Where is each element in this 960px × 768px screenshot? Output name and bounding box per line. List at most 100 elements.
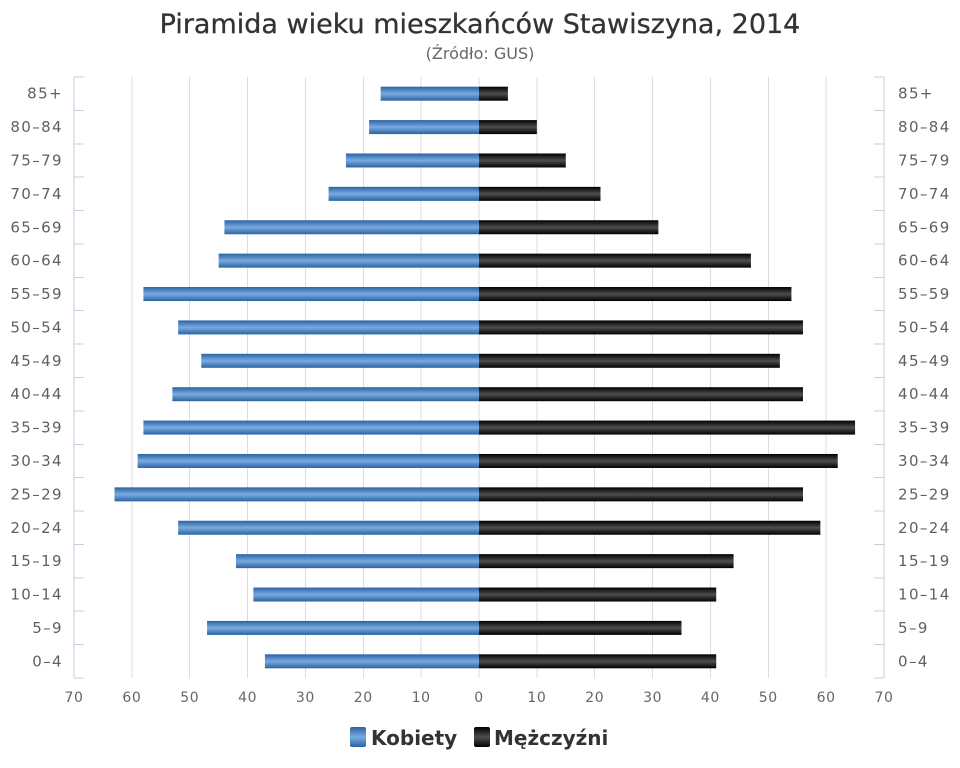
bar-mezczyzni-80-84	[479, 120, 537, 135]
bar-kobiety-35-39	[143, 420, 479, 435]
age-label-right-0-4: 0–4	[898, 652, 929, 670]
legend-label-mezczyzni: Mężczyźni	[494, 726, 608, 750]
bar-mezczyzni-60-64	[479, 253, 751, 268]
age-label-right-30-34: 30–34	[898, 452, 951, 470]
age-label-left-20-24: 20–24	[10, 519, 63, 537]
x-tick-label-right-10: 10	[527, 690, 546, 706]
bar-kobiety-70-74	[328, 186, 479, 201]
x-tick-label-left-40: 40	[238, 690, 257, 706]
age-label-right-35-39: 35–39	[898, 419, 951, 437]
age-label-left-5-9: 5–9	[32, 619, 63, 637]
age-label-right-40-44: 40–44	[898, 385, 951, 403]
bar-mezczyzni-35-39	[479, 420, 856, 435]
bar-mezczyzni-5-9	[479, 620, 682, 635]
age-label-right-75-79: 75–79	[898, 151, 951, 169]
x-tick-label-right-40: 40	[701, 690, 720, 706]
bar-kobiety-0-4	[264, 654, 479, 669]
category-axes	[73, 76, 885, 679]
age-label-left-55-59: 55–59	[10, 285, 63, 303]
age-label-left-80-84: 80–84	[10, 118, 63, 136]
x-tick-label-center-0: 0	[474, 690, 484, 706]
age-label-left-45-49: 45–49	[10, 352, 63, 370]
age-label-right-5-9: 5–9	[898, 619, 929, 637]
age-label-left-85plus: 85+	[27, 85, 63, 103]
bar-mezczyzni-85plus	[479, 86, 508, 101]
legend-item-kobiety[interactable]: Kobiety	[350, 726, 457, 750]
bar-mezczyzni-15-19	[479, 554, 734, 569]
bar-kobiety-10-14	[253, 587, 479, 602]
bar-mezczyzni-75-79	[479, 153, 566, 168]
bar-mezczyzni-30-34	[479, 453, 838, 468]
bar-kobiety-55-59	[143, 287, 479, 302]
bar-mezczyzni-0-4	[479, 654, 717, 669]
x-tick-label-right-30: 30	[643, 690, 662, 706]
age-label-right-60-64: 60–64	[898, 252, 951, 270]
age-label-left-70-74: 70–74	[10, 185, 63, 203]
bar-mezczyzni-65-69	[479, 220, 659, 235]
age-label-right-85plus: 85+	[898, 85, 934, 103]
chart-subtitle: (Źródło: GUS)	[426, 44, 535, 63]
age-label-left-35-39: 35–39	[10, 419, 63, 437]
age-label-right-55-59: 55–59	[898, 285, 951, 303]
legend-swatch-kobiety	[350, 727, 366, 747]
bar-kobiety-30-34	[137, 453, 479, 468]
age-label-right-65-69: 65–69	[898, 218, 951, 236]
x-tick-label-left-20: 20	[354, 690, 373, 706]
age-label-left-40-44: 40–44	[10, 385, 63, 403]
bar-kobiety-80-84	[369, 120, 479, 135]
age-label-left-25-29: 25–29	[10, 485, 63, 503]
age-label-left-30-34: 30–34	[10, 452, 63, 470]
age-label-right-15-19: 15–19	[898, 552, 951, 570]
x-tick-label-left-30: 30	[296, 690, 315, 706]
x-tick-label-left-70: 70	[64, 690, 83, 706]
bar-mezczyzni-45-49	[479, 353, 780, 368]
age-label-left-0-4: 0–4	[32, 652, 63, 670]
bar-kobiety-75-79	[345, 153, 479, 168]
legend: Kobiety Mężczyźni	[350, 726, 608, 750]
bar-series	[114, 86, 856, 669]
age-label-left-60-64: 60–64	[10, 252, 63, 270]
age-label-left-65-69: 65–69	[10, 218, 63, 236]
x-tick-label-right-20: 20	[585, 690, 604, 706]
bar-mezczyzni-10-14	[479, 587, 717, 602]
bar-kobiety-65-69	[224, 220, 479, 235]
x-tick-label-left-60: 60	[122, 690, 141, 706]
bar-kobiety-85plus	[380, 86, 479, 101]
bar-mezczyzni-70-74	[479, 186, 601, 201]
bar-kobiety-15-19	[236, 554, 479, 569]
chart-title: Piramida wieku mieszkańców Stawiszyna, 2…	[160, 9, 801, 40]
x-tick-label-right-60: 60	[817, 690, 836, 706]
bar-mezczyzni-25-29	[479, 487, 803, 502]
legend-label-kobiety: Kobiety	[371, 726, 457, 750]
age-label-right-20-24: 20–24	[898, 519, 951, 537]
bar-kobiety-20-24	[178, 520, 479, 535]
age-group-labels: 85+ 85+ 80–84 80–84 75–79 75–79 70–74 70–74 65–6…	[10, 85, 951, 671]
age-label-left-15-19: 15–19	[10, 552, 63, 570]
bar-mezczyzni-50-54	[479, 320, 803, 335]
value-axis-labels: 0 10 10 20 20 30 30 40 40 50 50 60 60 70 70	[64, 690, 893, 706]
age-label-left-50-54: 50–54	[10, 318, 63, 336]
x-tick-label-left-50: 50	[180, 690, 199, 706]
age-label-right-80-84: 80–84	[898, 118, 951, 136]
bar-kobiety-5-9	[207, 620, 480, 635]
age-label-right-45-49: 45–49	[898, 352, 951, 370]
age-label-left-10-14: 10–14	[10, 586, 63, 604]
legend-swatch-mezczyzni	[474, 727, 490, 747]
age-label-right-50-54: 50–54	[898, 318, 951, 336]
bar-mezczyzni-20-24	[479, 520, 821, 535]
bar-kobiety-40-44	[172, 387, 479, 402]
x-tick-label-right-50: 50	[759, 690, 778, 706]
bar-kobiety-60-64	[218, 253, 479, 268]
bar-kobiety-50-54	[178, 320, 479, 335]
age-label-left-75-79: 75–79	[10, 151, 63, 169]
x-tick-label-left-10: 10	[412, 690, 431, 706]
age-label-right-25-29: 25–29	[898, 485, 951, 503]
bar-mezczyzni-55-59	[479, 287, 792, 302]
x-tick-label-right-70: 70	[874, 690, 893, 706]
bar-mezczyzni-40-44	[479, 387, 803, 402]
legend-item-mezczyzni[interactable]: Mężczyźni	[474, 726, 608, 750]
age-label-right-10-14: 10–14	[898, 586, 951, 604]
bar-kobiety-45-49	[201, 353, 480, 368]
bar-kobiety-25-29	[114, 487, 479, 502]
